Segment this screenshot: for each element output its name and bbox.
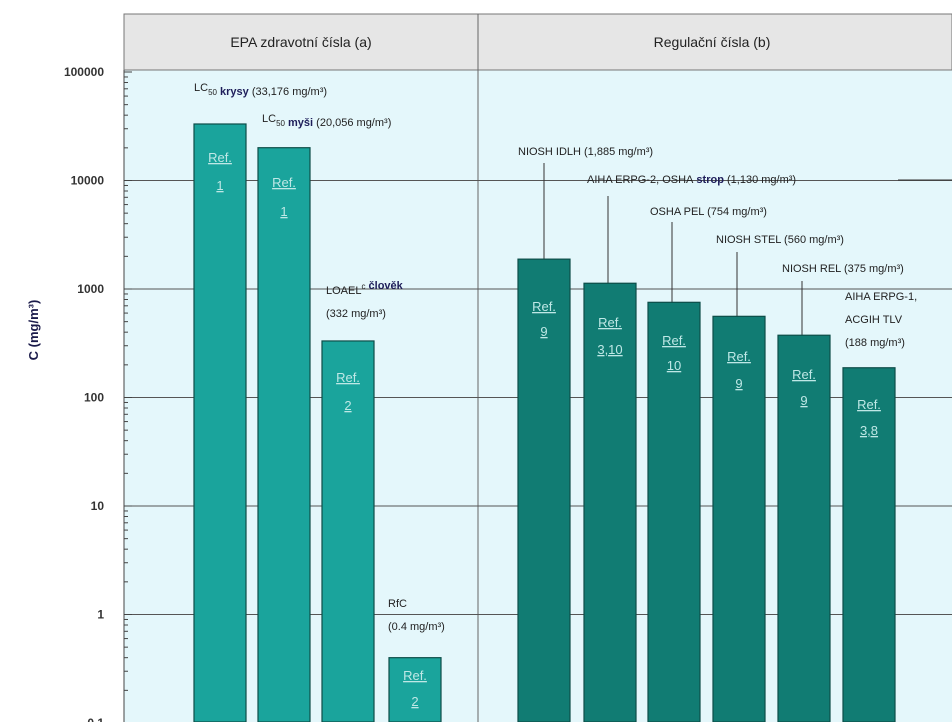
bar bbox=[257, 147, 311, 722]
bar-ref-number[interactable]: 1 bbox=[280, 204, 287, 219]
bar-ref-link[interactable]: Ref. bbox=[598, 315, 622, 330]
bar-annotation: OSHA PEL (754 mg/m³) bbox=[650, 206, 767, 218]
y-axis-label: C (mg/m³) bbox=[26, 300, 41, 361]
bar-annotation: NIOSH REL (375 mg/m³) bbox=[782, 263, 904, 275]
bar bbox=[842, 367, 896, 722]
bar-ref-number[interactable]: 3,10 bbox=[597, 342, 622, 357]
bar-annotation-line2: (0.4 mg/m³) bbox=[388, 621, 445, 633]
bar-ref-link[interactable]: Ref. bbox=[272, 175, 296, 190]
bar-ref-link[interactable]: Ref. bbox=[403, 668, 427, 683]
panel-b-title: Regulační čísla (b) bbox=[654, 34, 771, 50]
bar-annotation: LC50 myši (20,056 mg/m³) bbox=[262, 113, 391, 129]
bar-annotation: NIOSH STEL (560 mg/m³) bbox=[716, 234, 844, 246]
bar-ref-link[interactable]: Ref. bbox=[857, 397, 881, 412]
bar-ref-number[interactable]: 10 bbox=[667, 358, 681, 373]
bar-ref-link[interactable]: Ref. bbox=[208, 150, 232, 165]
bar-annotation: RfC bbox=[388, 598, 407, 610]
bar-annotation: AIHA ERPG-2, OSHA strop (1,130 mg/m³) bbox=[587, 174, 796, 186]
y-tick-label: 10 bbox=[91, 499, 105, 513]
panel-a-header bbox=[123, 13, 479, 71]
y-tick-label: 10000 bbox=[71, 174, 105, 188]
bar-annotation-line3: (188 mg/m³) bbox=[845, 337, 905, 349]
bar-ref-link[interactable]: Ref. bbox=[727, 349, 751, 364]
bar-ref-number[interactable]: 9 bbox=[540, 324, 547, 339]
bar-ref-number[interactable]: 1 bbox=[216, 178, 223, 193]
bar-ref-number[interactable]: 9 bbox=[800, 393, 807, 408]
y-tick-label: 0.1 bbox=[87, 716, 104, 722]
y-tick-label: 1 bbox=[97, 608, 104, 622]
bar-annotation: NIOSH IDLH (1,885 mg/m³) bbox=[518, 146, 653, 158]
bar bbox=[193, 123, 247, 722]
bar bbox=[712, 315, 766, 722]
bar-ref-link[interactable]: Ref. bbox=[792, 367, 816, 382]
bar bbox=[321, 340, 375, 722]
bar-ref-link[interactable]: Ref. bbox=[662, 333, 686, 348]
bar-annotation: AIHA ERPG-1, bbox=[845, 291, 917, 303]
bar-ref-number[interactable]: 9 bbox=[735, 376, 742, 391]
bar bbox=[517, 258, 571, 722]
y-tick-label: 100000 bbox=[64, 65, 104, 79]
bar-ref-number[interactable]: 3,8 bbox=[860, 423, 878, 438]
bar-ref-link[interactable]: Ref. bbox=[336, 370, 360, 385]
bar bbox=[647, 301, 701, 722]
panel-a-title: EPA zdravotní čísla (a) bbox=[230, 34, 371, 50]
bar bbox=[388, 657, 442, 722]
bar-ref-number[interactable]: 2 bbox=[411, 694, 418, 709]
bar-annotation: LOAELc člověk bbox=[326, 280, 404, 297]
bar bbox=[583, 282, 637, 722]
bar-annotation: LC50 krysy (33,176 mg/m³) bbox=[194, 82, 327, 98]
y-tick-label: 1000 bbox=[77, 282, 104, 296]
bar-ref-link[interactable]: Ref. bbox=[532, 299, 556, 314]
bar-ref-number[interactable]: 2 bbox=[344, 398, 351, 413]
bar-annotation-line2: (332 mg/m³) bbox=[326, 308, 386, 320]
bar-annotation-line2: ACGIH TLV bbox=[845, 314, 903, 326]
y-tick-label: 100 bbox=[84, 391, 104, 405]
bar bbox=[777, 334, 831, 722]
